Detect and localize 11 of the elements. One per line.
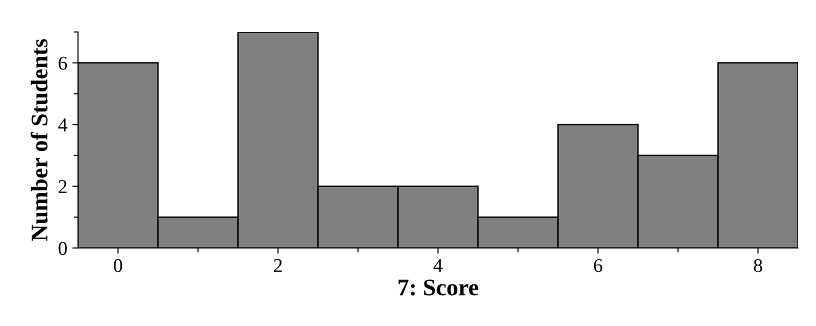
x-tick-label: 2 bbox=[274, 259, 282, 272]
x-tick-label: 0 bbox=[114, 258, 122, 272]
x-tick-label: 4 bbox=[434, 259, 443, 272]
x-tick-label: 6 bbox=[594, 259, 602, 272]
y-tick-label: 2 bbox=[58, 180, 67, 194]
y-axis-title: Number of Students bbox=[30, 39, 48, 242]
x-axis-title: 7: Score bbox=[398, 280, 478, 296]
y-tick-label: 6 bbox=[58, 56, 68, 70]
x-tick-label: 8 bbox=[754, 258, 762, 272]
y-tick-label: 0 bbox=[58, 242, 67, 255]
y-tick-label: 4 bbox=[58, 118, 68, 132]
